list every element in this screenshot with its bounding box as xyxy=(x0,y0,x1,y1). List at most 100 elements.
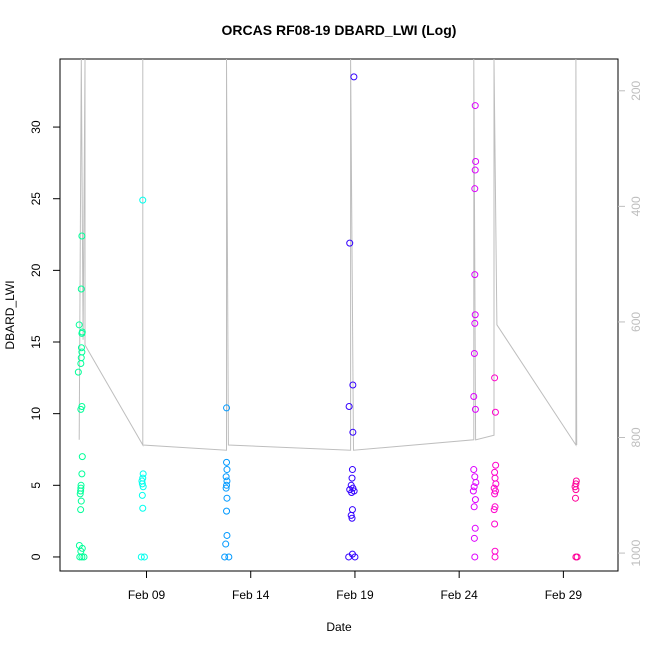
point xyxy=(348,488,356,496)
point xyxy=(470,466,478,474)
point xyxy=(348,466,356,474)
y-tick-label: 25 xyxy=(29,192,43,206)
point xyxy=(491,474,499,482)
point xyxy=(223,507,231,515)
y-tick-label: 20 xyxy=(29,263,43,277)
point xyxy=(469,487,477,495)
point xyxy=(345,402,353,410)
point xyxy=(491,547,499,555)
point xyxy=(78,553,86,561)
point xyxy=(223,404,231,412)
point xyxy=(490,506,498,514)
pressure-line xyxy=(78,59,578,451)
point xyxy=(571,494,579,502)
point xyxy=(492,461,500,469)
point xyxy=(470,392,478,400)
y-tick-label: 15 xyxy=(29,335,43,349)
point xyxy=(223,494,231,502)
point xyxy=(137,553,145,561)
x-tick-label: Feb 14 xyxy=(232,588,270,602)
point xyxy=(223,481,231,489)
y-axis-label: DBARD_LWI xyxy=(3,280,17,349)
point xyxy=(223,466,231,474)
y2-tick-label: 600 xyxy=(629,312,643,332)
point xyxy=(471,319,479,327)
point xyxy=(75,321,83,329)
y-tick-label: 0 xyxy=(29,553,43,560)
point xyxy=(223,458,231,466)
y-tick-label: 30 xyxy=(29,120,43,134)
x-tick-label: Feb 29 xyxy=(545,588,583,602)
point xyxy=(471,102,479,110)
point xyxy=(78,232,86,240)
point xyxy=(349,381,357,389)
point xyxy=(491,468,499,476)
point xyxy=(472,157,480,165)
point xyxy=(491,520,499,528)
point xyxy=(74,368,82,376)
point xyxy=(491,503,499,511)
point xyxy=(572,486,580,494)
point xyxy=(348,474,356,482)
point xyxy=(491,490,499,498)
point xyxy=(471,405,479,413)
point xyxy=(221,553,229,561)
point xyxy=(140,553,148,561)
point xyxy=(222,484,230,492)
y2-tick-label: 800 xyxy=(629,427,643,447)
point xyxy=(491,408,499,416)
point xyxy=(346,239,354,247)
point xyxy=(470,483,478,491)
point xyxy=(80,553,88,561)
y2-tick-label: 400 xyxy=(629,196,643,216)
point xyxy=(77,506,85,514)
point xyxy=(78,328,86,336)
point xyxy=(223,477,231,485)
point xyxy=(471,166,479,174)
point xyxy=(77,344,85,352)
point xyxy=(349,428,357,436)
x-tick-label: Feb 09 xyxy=(128,588,166,602)
point xyxy=(77,487,85,495)
point xyxy=(139,483,147,491)
point xyxy=(471,524,479,532)
point xyxy=(470,503,478,511)
point xyxy=(139,504,147,512)
point xyxy=(471,311,479,319)
point xyxy=(471,553,479,561)
point xyxy=(78,470,86,478)
point xyxy=(471,271,479,279)
point xyxy=(471,496,479,504)
point xyxy=(77,405,85,413)
point xyxy=(348,506,356,514)
point xyxy=(139,470,147,478)
point xyxy=(571,483,579,491)
point xyxy=(222,473,230,481)
point xyxy=(491,553,499,561)
x-axis-label: Date xyxy=(326,620,352,634)
point xyxy=(223,531,231,539)
point xyxy=(491,487,499,495)
y2-tick-label: 200 xyxy=(629,80,643,100)
point xyxy=(139,196,147,204)
point xyxy=(76,553,84,561)
point xyxy=(77,285,85,293)
point xyxy=(348,514,356,522)
point xyxy=(470,534,478,542)
chart-title: ORCAS RF08-19 DBARD_LWI (Log) xyxy=(222,22,457,38)
point xyxy=(470,349,478,357)
point xyxy=(491,374,499,382)
x-tick-label: Feb 24 xyxy=(440,588,478,602)
point xyxy=(225,553,233,561)
point xyxy=(222,540,230,548)
point xyxy=(350,73,358,81)
point xyxy=(77,360,85,368)
point xyxy=(347,511,355,519)
y-tick-label: 10 xyxy=(29,407,43,421)
point xyxy=(492,480,500,488)
point xyxy=(76,490,84,498)
point xyxy=(573,553,581,561)
y-tick-label: 5 xyxy=(29,482,43,489)
plot-frame xyxy=(59,58,619,572)
